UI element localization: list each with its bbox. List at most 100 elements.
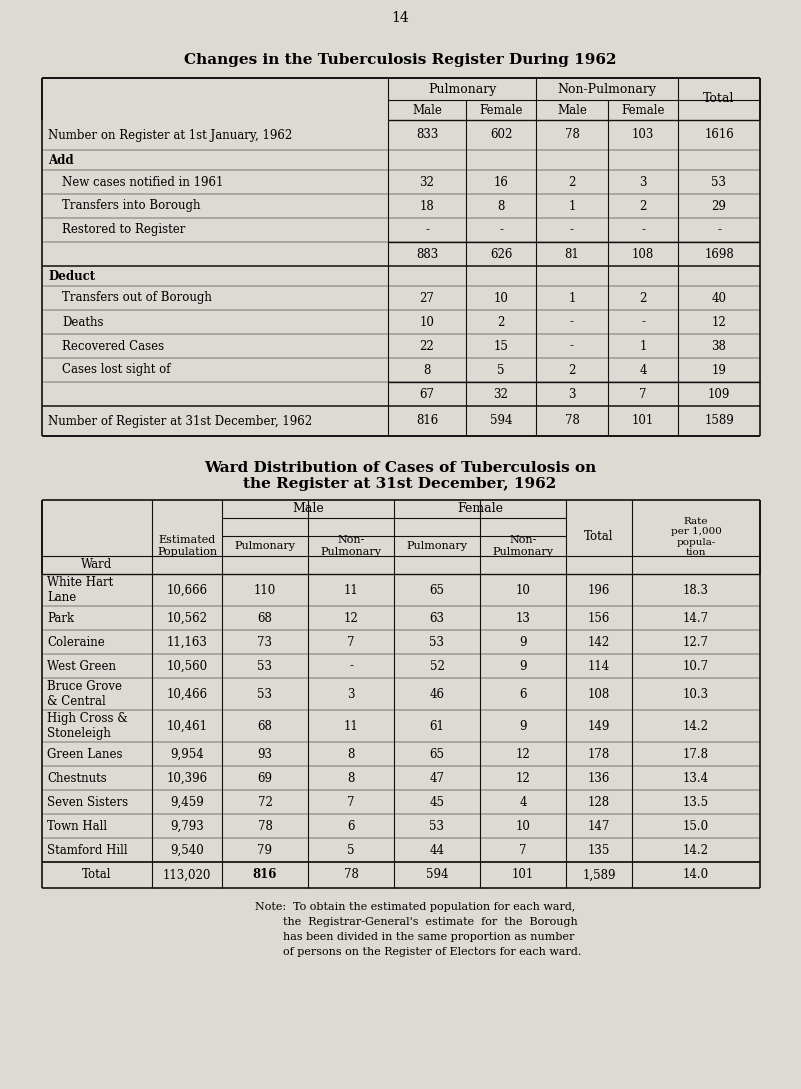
- Text: 10,666: 10,666: [167, 584, 207, 597]
- Text: Non-Pulmonary: Non-Pulmonary: [557, 83, 657, 96]
- Text: 3: 3: [568, 388, 576, 401]
- Text: Total: Total: [83, 869, 112, 881]
- Text: 602: 602: [490, 129, 512, 142]
- Text: Transfers out of Borough: Transfers out of Borough: [62, 292, 212, 305]
- Text: 14.2: 14.2: [683, 720, 709, 733]
- Text: 9,954: 9,954: [170, 747, 204, 760]
- Text: Number of Register at 31st December, 1962: Number of Register at 31st December, 196…: [48, 415, 312, 428]
- Text: 13: 13: [516, 612, 530, 624]
- Text: 53: 53: [257, 660, 272, 673]
- Text: 14.2: 14.2: [683, 844, 709, 857]
- Text: 4: 4: [639, 364, 646, 377]
- Text: 8: 8: [497, 199, 505, 212]
- Text: 10,461: 10,461: [167, 720, 207, 733]
- Text: 14.7: 14.7: [683, 612, 709, 624]
- Text: 12: 12: [516, 771, 530, 784]
- Text: 196: 196: [588, 584, 610, 597]
- Text: 65: 65: [429, 747, 445, 760]
- Text: of persons on the Register of Electors for each ward.: of persons on the Register of Electors f…: [255, 947, 582, 957]
- Text: Seven Sisters: Seven Sisters: [47, 795, 128, 808]
- Text: 128: 128: [588, 795, 610, 808]
- Text: Number on Register at 1st January, 1962: Number on Register at 1st January, 1962: [48, 129, 292, 142]
- Text: West Green: West Green: [47, 660, 116, 673]
- Text: 8: 8: [423, 364, 431, 377]
- Text: 1698: 1698: [704, 247, 734, 260]
- Text: Male: Male: [412, 103, 442, 117]
- Text: Rate
per 1,000
popula-
tion: Rate per 1,000 popula- tion: [670, 517, 722, 558]
- Text: 53: 53: [429, 820, 445, 832]
- Text: 47: 47: [429, 771, 445, 784]
- Text: 883: 883: [416, 247, 438, 260]
- Text: Pulmonary: Pulmonary: [235, 541, 296, 551]
- Text: 65: 65: [429, 584, 445, 597]
- Text: 73: 73: [257, 636, 272, 649]
- Text: 67: 67: [420, 388, 434, 401]
- Text: 32: 32: [493, 388, 509, 401]
- Text: 142: 142: [588, 636, 610, 649]
- Text: Park: Park: [47, 612, 74, 624]
- Text: Female: Female: [457, 502, 503, 515]
- Text: the  Registrar-General's  estimate  for  the  Borough: the Registrar-General's estimate for the…: [255, 917, 578, 927]
- Text: 10,396: 10,396: [167, 771, 207, 784]
- Text: 135: 135: [588, 844, 610, 857]
- Text: 32: 32: [420, 175, 434, 188]
- Text: 45: 45: [429, 795, 445, 808]
- Text: White Hart
Lane: White Hart Lane: [47, 576, 113, 604]
- Text: 626: 626: [490, 247, 512, 260]
- Text: 816: 816: [416, 415, 438, 428]
- Text: 5: 5: [497, 364, 505, 377]
- Text: 53: 53: [711, 175, 727, 188]
- Text: 14: 14: [391, 11, 409, 25]
- Text: 8: 8: [348, 771, 355, 784]
- Text: 13.5: 13.5: [683, 795, 709, 808]
- Text: 63: 63: [429, 612, 445, 624]
- Text: 2: 2: [639, 199, 646, 212]
- Text: Deaths: Deaths: [62, 316, 103, 329]
- Text: 156: 156: [588, 612, 610, 624]
- Text: Changes in the Tuberculosis Register During 1962: Changes in the Tuberculosis Register Dur…: [183, 53, 616, 68]
- Text: 109: 109: [708, 388, 731, 401]
- Text: Pulmonary: Pulmonary: [406, 541, 468, 551]
- Text: has been divided in the same proportion as number: has been divided in the same proportion …: [255, 932, 574, 942]
- Text: 2: 2: [639, 292, 646, 305]
- Text: 16: 16: [493, 175, 509, 188]
- Text: Male: Male: [292, 502, 324, 515]
- Text: -: -: [641, 316, 645, 329]
- Text: 2: 2: [497, 316, 505, 329]
- Text: 52: 52: [429, 660, 445, 673]
- Text: 14.0: 14.0: [683, 869, 709, 881]
- Text: 594: 594: [426, 869, 449, 881]
- Text: 6: 6: [519, 687, 527, 700]
- Text: 103: 103: [632, 129, 654, 142]
- Text: 18: 18: [420, 199, 434, 212]
- Text: Chestnuts: Chestnuts: [47, 771, 107, 784]
- Text: 22: 22: [420, 340, 434, 353]
- Text: -: -: [349, 660, 353, 673]
- Text: Transfers into Borough: Transfers into Borough: [62, 199, 200, 212]
- Text: 113,020: 113,020: [163, 869, 211, 881]
- Text: 9,459: 9,459: [170, 795, 204, 808]
- Text: 10,562: 10,562: [167, 612, 207, 624]
- Text: 46: 46: [429, 687, 445, 700]
- Text: Pulmonary: Pulmonary: [428, 83, 496, 96]
- Text: High Cross &
Stoneleigh: High Cross & Stoneleigh: [47, 712, 127, 741]
- Text: Restored to Register: Restored to Register: [62, 223, 185, 236]
- Text: 178: 178: [588, 747, 610, 760]
- Text: 2: 2: [569, 175, 576, 188]
- Text: 78: 78: [565, 129, 579, 142]
- Text: 1: 1: [639, 340, 646, 353]
- Text: 27: 27: [420, 292, 434, 305]
- Text: 7: 7: [348, 795, 355, 808]
- Text: Non-
Pulmonary: Non- Pulmonary: [320, 535, 381, 556]
- Text: Ward: Ward: [82, 559, 113, 572]
- Text: 8: 8: [348, 747, 355, 760]
- Text: 9,540: 9,540: [170, 844, 204, 857]
- Text: 10: 10: [420, 316, 434, 329]
- Text: Bruce Grove
& Central: Bruce Grove & Central: [47, 680, 122, 708]
- Text: Non-
Pulmonary: Non- Pulmonary: [493, 535, 553, 556]
- Text: 9: 9: [519, 720, 527, 733]
- Text: 15: 15: [493, 340, 509, 353]
- Text: 833: 833: [416, 129, 438, 142]
- Text: 72: 72: [258, 795, 272, 808]
- Text: Ward Distribution of Cases of Tuberculosis on: Ward Distribution of Cases of Tuberculos…: [204, 461, 596, 475]
